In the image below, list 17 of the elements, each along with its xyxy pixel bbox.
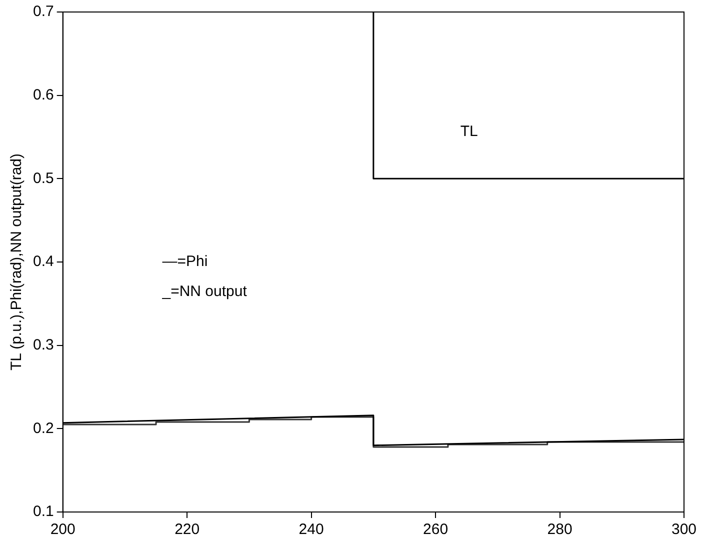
y-tick-label: 0.7	[32, 3, 54, 20]
x-tick-label: 220	[174, 521, 200, 538]
x-tick-label: 280	[547, 521, 572, 538]
x-tick-label: 260	[423, 521, 448, 538]
x-tick-label: 200	[50, 521, 76, 538]
y-tick-label: 0.5	[32, 170, 54, 187]
y-tick-label: 0.4	[32, 253, 54, 270]
y-tick-label: 0.6	[32, 86, 54, 104]
y-axis-title: TL (p.u.),Phi(rad),NN output(rad)	[8, 153, 26, 371]
y-tick-label: 0.3	[32, 336, 54, 354]
annotation: TL	[460, 123, 478, 140]
annotation: —=Phi	[162, 253, 208, 270]
x-tick-label: 240	[298, 521, 324, 538]
y-tick-label: 0.1	[32, 503, 54, 520]
y-tick-label: 0.2	[32, 420, 54, 437]
annotation: _=NN output	[161, 283, 248, 300]
x-tick-label: 300	[671, 521, 697, 538]
